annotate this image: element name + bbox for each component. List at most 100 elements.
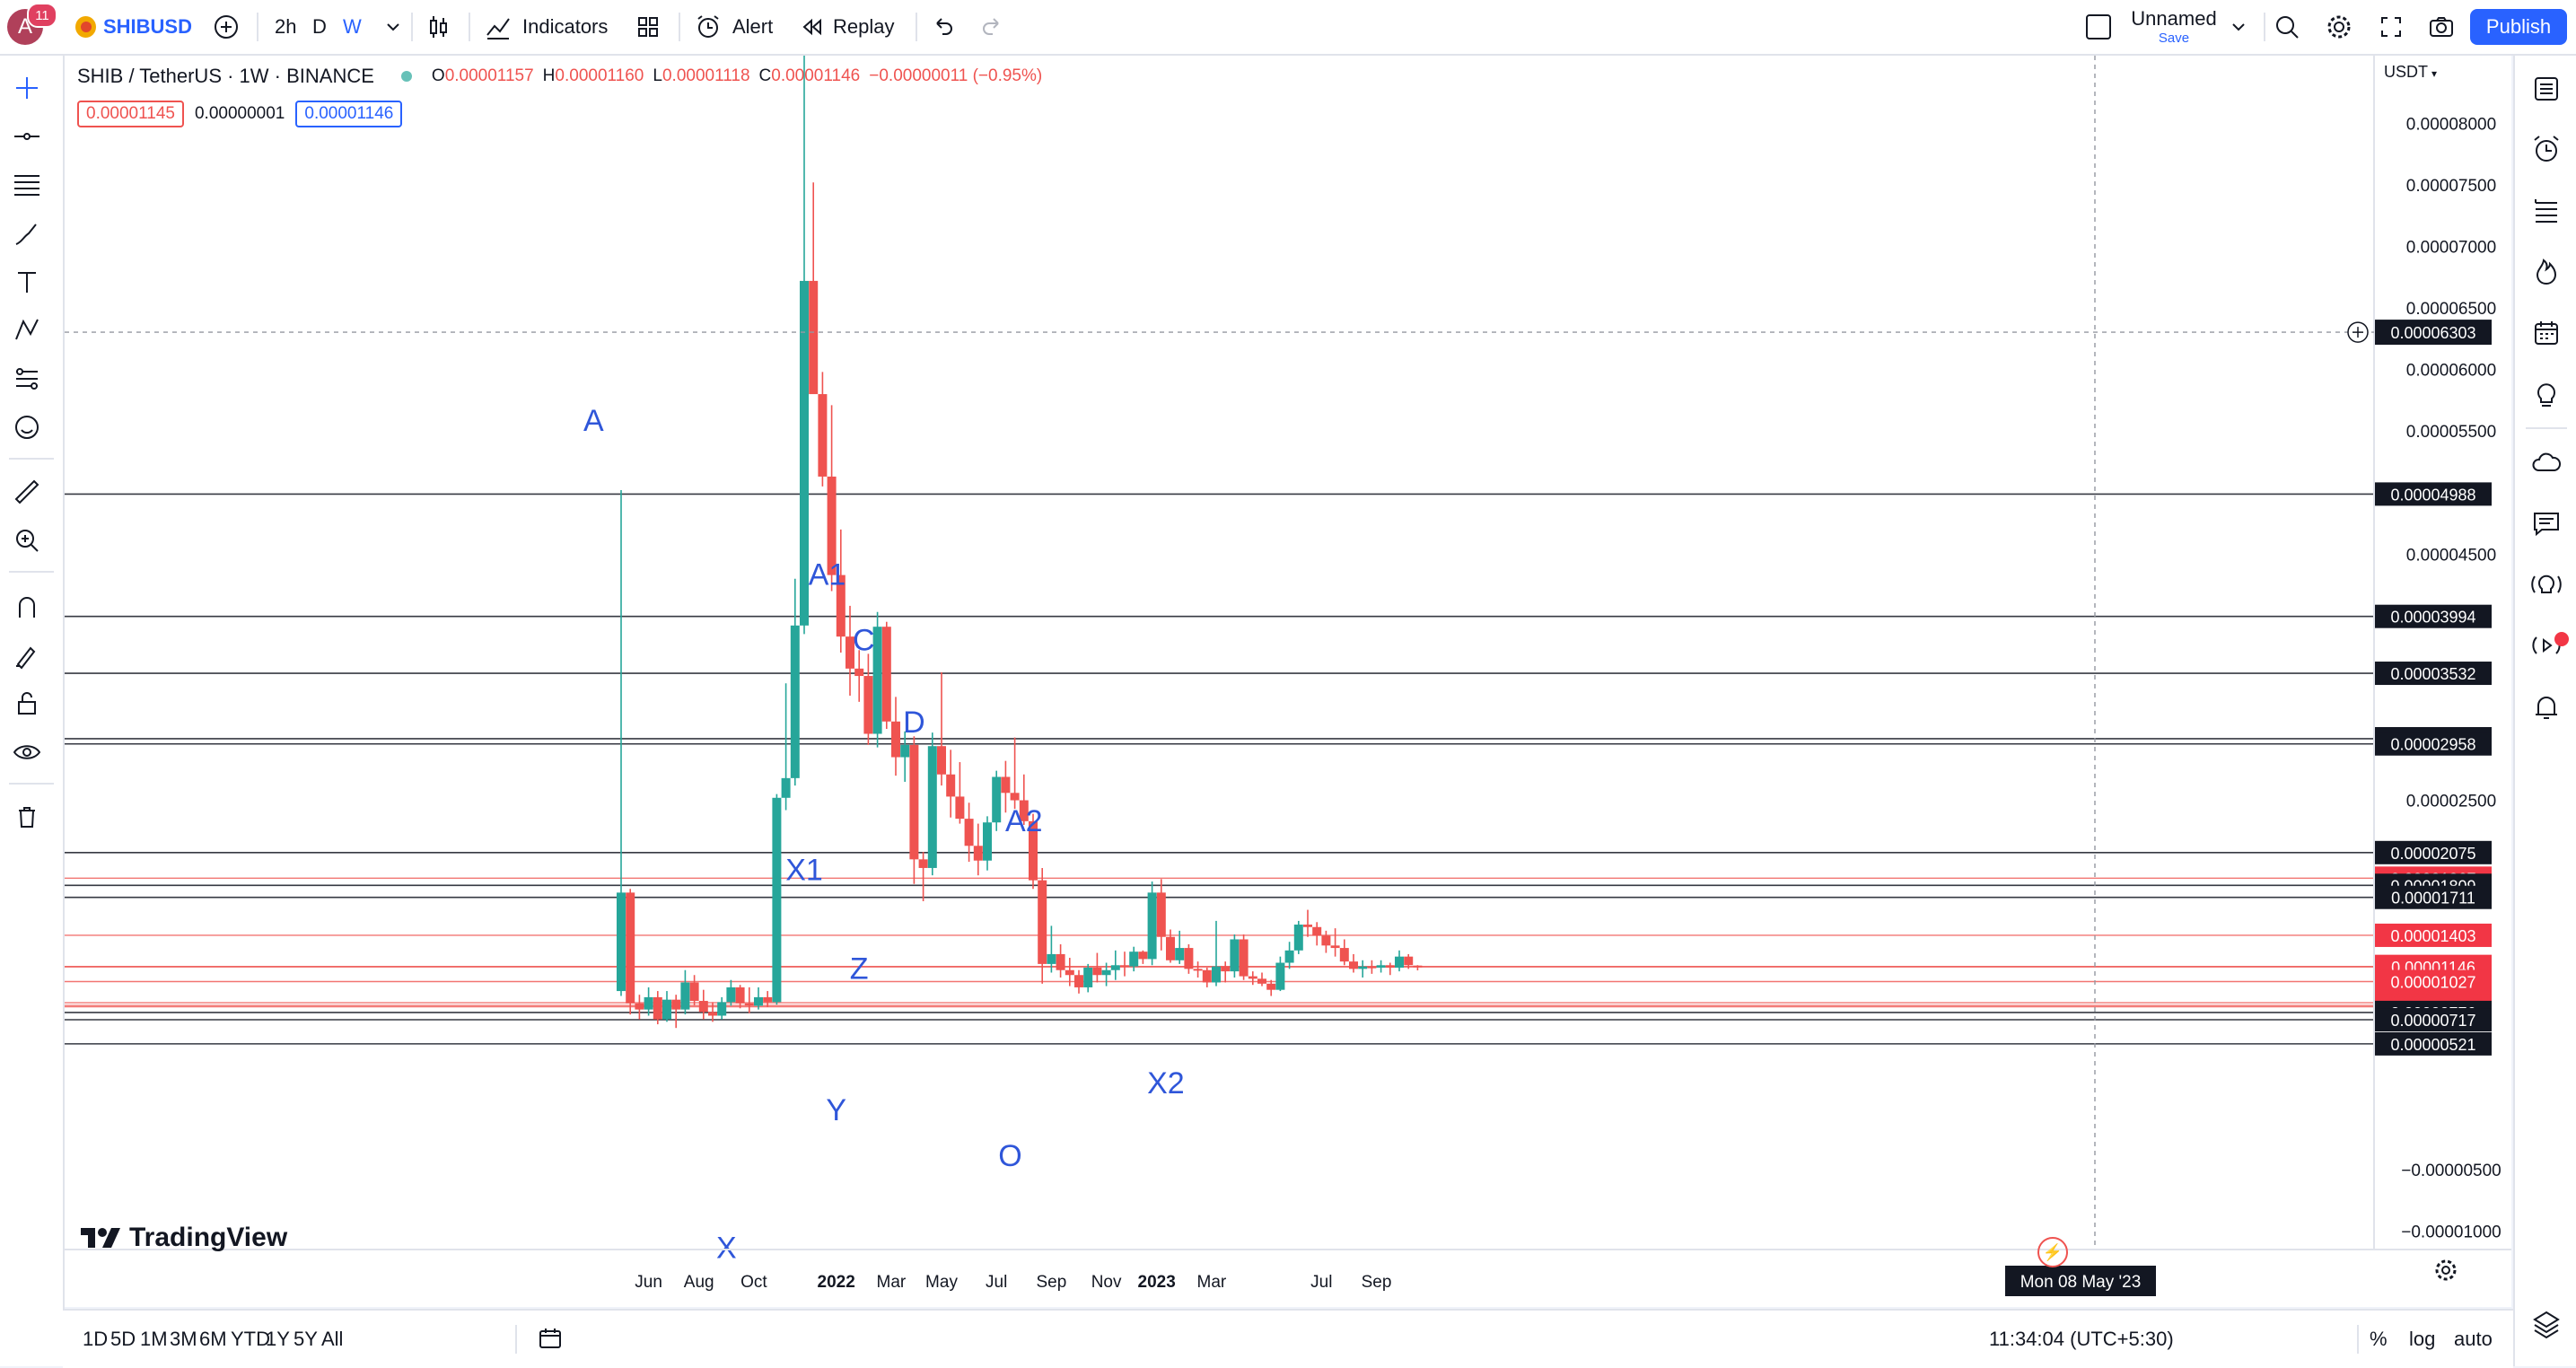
candle-body [1138, 951, 1148, 960]
interval-d[interactable]: D [312, 0, 327, 54]
magnet-icon[interactable] [9, 589, 45, 625]
currency-selector[interactable]: USDT ▾ [2384, 63, 2437, 82]
y-tick-label: 0.00006000 [2406, 362, 2496, 381]
candle-body [1184, 948, 1194, 969]
level-price-label: 0.00004988 [2390, 486, 2475, 504]
level-price-label: 0.00002958 [2390, 736, 2475, 754]
candle-body [689, 982, 699, 1002]
candle-body [937, 746, 946, 775]
scale-settings-gear-icon[interactable] [2431, 1255, 2461, 1285]
notifications-bell-icon[interactable] [2528, 688, 2565, 725]
trend-line-icon[interactable] [9, 118, 45, 154]
candle-body [1147, 892, 1157, 960]
candle-body [827, 476, 837, 575]
alerts-clock-icon[interactable] [2528, 131, 2565, 169]
crosshair-price-tag [2375, 320, 2492, 346]
watermark-text: TradingView [129, 1223, 288, 1252]
hotlist-flame-icon[interactable] [2528, 253, 2565, 291]
range-1y-button[interactable]: 1Y [266, 1328, 290, 1350]
range-all-button[interactable]: All [321, 1328, 344, 1350]
candle-body [973, 846, 983, 861]
replay-button[interactable]: Replay [799, 0, 894, 54]
range-3m-button[interactable]: 3M [170, 1328, 197, 1350]
search-icon[interactable] [2269, 9, 2305, 45]
notification-dot [2554, 632, 2569, 646]
calendar-icon[interactable] [2528, 314, 2565, 352]
ideas-lightbulb-icon[interactable] [2528, 375, 2565, 413]
stay-drawing-icon[interactable] [9, 637, 45, 673]
goto-date-icon[interactable] [515, 1321, 561, 1357]
chart-legend: SHIB / TetherUS · 1W · BINANCE O 0.000011… [77, 65, 1042, 88]
data-window-icon[interactable] [2528, 192, 2565, 230]
range-5y-button[interactable]: 5Y [294, 1328, 318, 1350]
camera-icon[interactable] [2423, 9, 2459, 45]
interval-w[interactable]: W [343, 0, 362, 54]
redo-icon[interactable] [975, 9, 1011, 45]
emoji-icon[interactable] [9, 409, 45, 445]
chevron-down-icon[interactable] [375, 9, 411, 45]
undo-icon[interactable] [924, 9, 960, 45]
range-1m-button[interactable]: 1M [140, 1328, 168, 1350]
y-tick-label: 0.00007000 [2406, 239, 2496, 258]
range-6m-button[interactable]: 6M [199, 1328, 227, 1350]
level-price-tag [2375, 885, 2492, 909]
fullscreen-icon[interactable] [2373, 9, 2409, 45]
wave-label-o: O [998, 1139, 1021, 1173]
x-tick-label: Mar [1197, 1273, 1227, 1292]
layout-chevron-down-icon[interactable] [2221, 9, 2256, 45]
clock-readout[interactable]: 11:34:04 (UTC+5:30) [1989, 1311, 2174, 1368]
lightning-icon[interactable]: ⚡ [2037, 1237, 2068, 1267]
range-1d-button[interactable]: 1D [83, 1328, 109, 1350]
range-ytd-button[interactable]: YTD [231, 1328, 270, 1350]
wave-label-z: Z [850, 951, 869, 986]
crosshair-icon[interactable] [9, 70, 45, 106]
candle-body [1367, 966, 1377, 969]
candle-body [1110, 965, 1120, 970]
layers-icon[interactable] [2528, 1305, 2565, 1343]
pattern-icon[interactable] [9, 312, 45, 348]
prediction-icon[interactable] [9, 361, 45, 397]
trash-icon[interactable] [9, 799, 45, 835]
y-tick-label: −0.00000500 [2401, 1162, 2501, 1180]
auto-scale-button[interactable]: auto [2454, 1311, 2493, 1368]
alert-button[interactable]: Alert [693, 0, 773, 54]
layout-checkbox[interactable] [2086, 14, 2111, 39]
symbol-search[interactable]: SHIBUSD [75, 0, 192, 54]
zoom-in-icon[interactable] [9, 522, 45, 558]
interval-2h[interactable]: 2h [275, 0, 296, 54]
ruler-icon[interactable] [9, 474, 45, 510]
tradingview-watermark[interactable]: TradingView [81, 1223, 287, 1253]
lock-icon[interactable] [9, 686, 45, 722]
text-tool-icon[interactable] [9, 264, 45, 300]
level-price-tag [2375, 840, 2492, 864]
candles-chart-type-icon[interactable] [420, 9, 456, 45]
layout-name[interactable]: Unnamed Save [2124, 7, 2224, 46]
fib-retracement-icon[interactable] [9, 167, 45, 203]
watchlist-icon[interactable] [2528, 70, 2565, 108]
candle-body [735, 987, 745, 1004]
log-scale-button[interactable]: log [2409, 1311, 2435, 1368]
spread-value: 0.00000001 [194, 104, 285, 123]
legend-open: 0.00001157 [444, 66, 534, 85]
symbol-name: SHIBUSD [102, 15, 192, 38]
legend-title[interactable]: SHIB / TetherUS · 1W · BINANCE [77, 65, 374, 87]
percent-scale-button[interactable]: % [2370, 1311, 2388, 1368]
streams-icon[interactable] [2528, 566, 2565, 603]
compare-symbol-icon[interactable] [208, 9, 244, 45]
indicators-button[interactable]: Indicators [483, 0, 608, 54]
eye-icon[interactable] [9, 734, 45, 770]
brush-icon[interactable] [9, 215, 45, 251]
candle-body [1166, 936, 1175, 960]
bid-price-button[interactable]: 0.00001145 [77, 101, 184, 127]
cloud-icon[interactable] [2528, 443, 2565, 481]
gear-icon[interactable] [2321, 9, 2357, 45]
ask-price-button[interactable]: 0.00001146 [295, 101, 403, 127]
chart-pane[interactable]: A A1 C D X1 A2 Z Y O X2 X 0.00008000 0.00007500 0.00… [65, 56, 2511, 1307]
chats-icon[interactable] [2528, 504, 2565, 542]
range-5d-button[interactable]: 5D [110, 1328, 136, 1350]
y-tick-label: −0.00001000 [2401, 1223, 2501, 1241]
templates-grid-icon[interactable] [630, 9, 666, 45]
candle-body [1293, 925, 1303, 951]
publish-button[interactable]: Publish [2470, 9, 2567, 45]
